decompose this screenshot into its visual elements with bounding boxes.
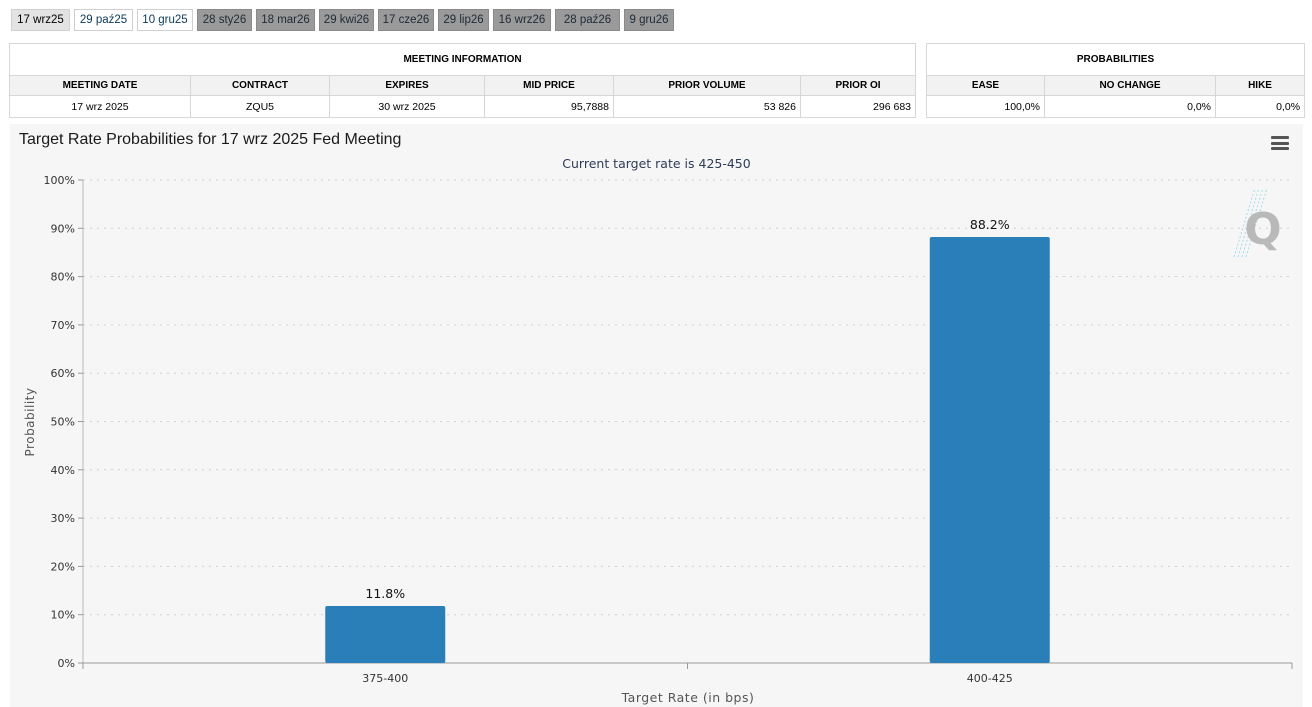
prior-oi-value: 296 683 — [799, 95, 917, 118]
y-tick-label: 90% — [51, 222, 75, 235]
tab-17-cze26[interactable]: 17 cze26 — [378, 9, 434, 31]
col-hike: HIKE — [1214, 75, 1306, 96]
svg-text:Q: Q — [1244, 204, 1281, 255]
y-tick-label: 100% — [44, 174, 75, 187]
data-label: 11.8% — [365, 586, 405, 601]
tab-16-wrz26[interactable]: 16 wrz26 — [493, 9, 551, 31]
y-tick-label: 10% — [51, 609, 75, 622]
col-mid-price: MID PRICE — [484, 75, 614, 96]
col-meeting-date: MEETING DATE — [9, 75, 191, 96]
tab-28-paź26[interactable]: 28 paź26 — [555, 9, 620, 31]
probabilities-table: PROBABILITIES EASE NO CHANGE HIKE 100,0%… — [925, 43, 1306, 118]
y-tick-label: 60% — [51, 367, 75, 380]
y-tick-label: 70% — [51, 319, 75, 332]
x-tick-label: 400-425 — [967, 672, 1013, 685]
meeting-info-table: MEETING INFORMATION MEETING DATE CONTRAC… — [8, 43, 917, 118]
tab-9-gru26[interactable]: 9 gru26 — [624, 9, 674, 31]
y-tick-label: 30% — [51, 512, 75, 525]
target-rate-chart: Target Rate Probabilities for 17 wrz 202… — [10, 124, 1303, 707]
data-label: 88.2% — [970, 217, 1010, 232]
col-expires: EXPIRES — [329, 75, 485, 96]
hamburger-menu-icon[interactable] — [1271, 136, 1289, 150]
col-contract: CONTRACT — [190, 75, 330, 96]
ease-value: 100,0% — [926, 95, 1045, 118]
bar-400-425[interactable] — [929, 236, 1050, 663]
x-tick-label: 375-400 — [362, 672, 408, 685]
tab-29-lip26[interactable]: 29 lip26 — [438, 9, 489, 31]
bar-375-400[interactable] — [325, 606, 446, 663]
chart-title: Target Rate Probabilities for 17 wrz 202… — [19, 131, 402, 148]
expires-value: 30 wrz 2025 — [329, 95, 485, 118]
hike-value: 0,0% — [1214, 95, 1306, 118]
y-tick-label: 20% — [51, 560, 75, 573]
tab-29-paź25[interactable]: 29 paź25 — [74, 9, 133, 31]
tab-17-wrz25[interactable]: 17 wrz25 — [11, 9, 70, 31]
chart-subtitle: Current target rate is 425-450 — [562, 156, 751, 171]
tab-28-sty26[interactable]: 28 sty26 — [197, 9, 252, 31]
col-ease: EASE — [926, 75, 1045, 96]
tab-18-mar26[interactable]: 18 mar26 — [256, 9, 315, 31]
mid-price-value: 95,7888 — [484, 95, 614, 118]
col-no-change: NO CHANGE — [1044, 75, 1216, 96]
tab-29-kwi26[interactable]: 29 kwi26 — [319, 9, 374, 31]
y-tick-label: 40% — [51, 464, 75, 477]
q-logo-icon: Q — [1233, 187, 1282, 258]
tab-10-gru25[interactable]: 10 gru25 — [137, 9, 193, 31]
meeting-info-title: MEETING INFORMATION — [8, 43, 917, 76]
prior-volume-value: 53 826 — [613, 95, 801, 118]
meeting-date-value: 17 wrz 2025 — [9, 95, 191, 118]
probabilities-title: PROBABILITIES — [925, 43, 1306, 76]
y-tick-label: 80% — [51, 271, 75, 284]
y-tick-label: 0% — [58, 657, 75, 670]
chart-plot: 0% 10% 20% 30% 40% 50% 60% 70% 80% 90% 100% 11.8% 8… — [23, 174, 1293, 705]
col-prior-oi: PRIOR OI — [799, 75, 917, 96]
contract-value: ZQU5 — [190, 95, 330, 118]
y-axis-label: Probability — [23, 388, 37, 457]
y-tick-label: 50% — [51, 416, 75, 429]
col-prior-volume: PRIOR VOLUME — [613, 75, 801, 96]
no-change-value: 0,0% — [1044, 95, 1216, 118]
x-axis-label: Target Rate (in bps) — [621, 690, 755, 705]
